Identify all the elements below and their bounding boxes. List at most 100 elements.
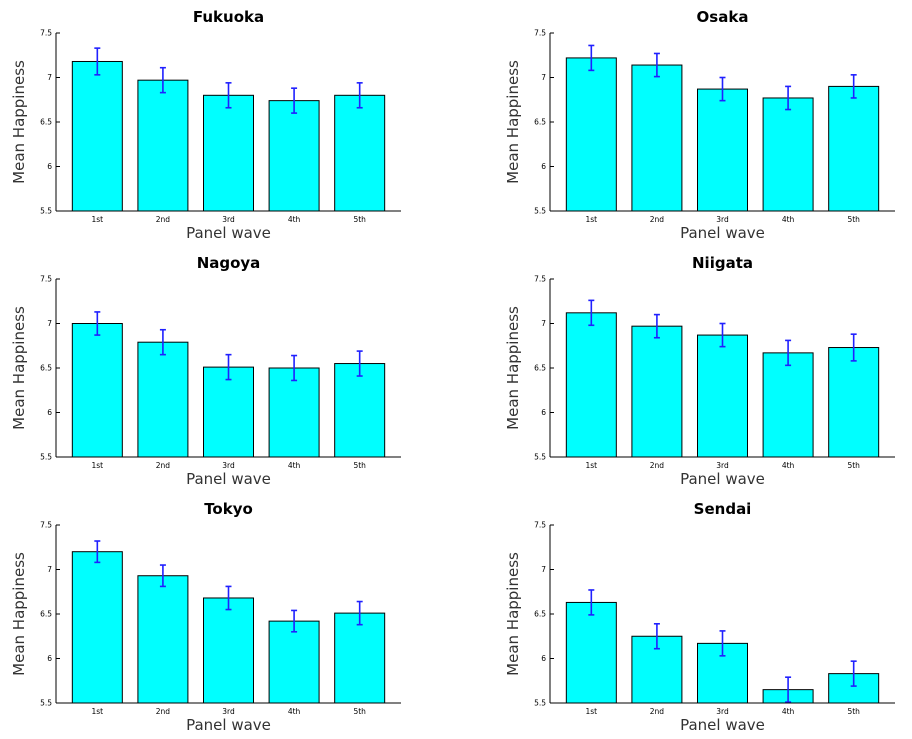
bar (71, 60, 123, 212)
x-tick-label: 5th (353, 707, 366, 716)
y-tick-label: 6.5 (40, 118, 52, 127)
x-tick-label: 1st (92, 461, 104, 470)
x-tick-label: 2nd (156, 707, 171, 716)
x-axis-label: Panel wave (680, 224, 765, 242)
bar (268, 100, 320, 212)
x-tick-label: 3rd (716, 461, 729, 470)
y-tick-label: 7 (541, 319, 546, 328)
y-tick-label: 5.5 (534, 207, 546, 216)
y-tick-label: 7.5 (40, 521, 52, 530)
chart-title: Osaka (697, 8, 749, 26)
y-tick-label: 6.5 (534, 610, 546, 619)
y-tick-label: 6.5 (534, 118, 546, 127)
y-tick-label: 6.5 (40, 364, 52, 373)
x-tick-label: 1st (92, 215, 104, 224)
bar (334, 94, 386, 212)
y-tick-label: 7 (47, 319, 52, 328)
bar (762, 352, 814, 458)
y-tick-label: 6 (47, 408, 52, 417)
y-tick-label: 6 (541, 408, 546, 417)
x-axis-label: Panel wave (186, 224, 271, 242)
chart-svg: Osaka Mean Happiness Panel wave 1st 2nd 3rd 4t… (504, 8, 895, 242)
x-tick-label: 5th (847, 215, 860, 224)
chart-svg: Nagoya Mean Happiness Panel wave 1st 2nd 3rd 4… (10, 254, 401, 488)
x-axis-label: Panel wave (186, 716, 271, 734)
bar (137, 79, 189, 212)
y-tick-label: 5.5 (534, 453, 546, 462)
bar (203, 597, 254, 704)
y-axis-label: Mean Happiness (10, 60, 28, 184)
y-tick-label: 7.5 (40, 29, 52, 38)
bar (697, 334, 748, 458)
x-tick-label: 3rd (716, 707, 729, 716)
chart-panel-tokyo: Tokyo Mean Happiness Panel wave 1st 2nd 3rd 4t… (0, 492, 410, 736)
y-axis-label: Mean Happiness (10, 306, 28, 430)
bar (71, 551, 123, 704)
x-tick-label: 5th (353, 461, 366, 470)
chart-svg: Fukuoka Mean Happiness Panel wave 1st 2nd 3rd… (10, 8, 401, 242)
x-tick-label: 4th (288, 707, 301, 716)
x-tick-label: 1st (92, 707, 104, 716)
bar (565, 312, 617, 458)
x-tick-label: 1st (586, 215, 598, 224)
x-tick-label: 1st (586, 707, 598, 716)
y-tick-label: 6 (47, 162, 52, 171)
y-tick-label: 7 (541, 73, 546, 82)
bar (762, 97, 814, 212)
bar (268, 367, 320, 458)
y-tick-label: 7.5 (534, 29, 546, 38)
y-tick-label: 5.5 (534, 699, 546, 708)
y-tick-label: 5.5 (40, 699, 52, 708)
chart-svg: Tokyo Mean Happiness Panel wave 1st 2nd 3rd 4t… (10, 500, 401, 734)
chart-panel-nagoya: Nagoya Mean Happiness Panel wave 1st 2nd 3rd 4… (0, 246, 410, 490)
bar (334, 612, 386, 704)
x-tick-label: 4th (782, 215, 795, 224)
x-tick-label: 4th (782, 461, 795, 470)
y-tick-label: 5.5 (40, 207, 52, 216)
y-axis-label: Mean Happiness (504, 552, 522, 676)
y-tick-label: 5.5 (40, 453, 52, 462)
x-tick-label: 1st (586, 461, 598, 470)
x-tick-label: 5th (847, 461, 860, 470)
y-tick-label: 6.5 (40, 610, 52, 619)
x-tick-label: 4th (288, 461, 301, 470)
chart-title: Fukuoka (193, 8, 264, 26)
bar (71, 323, 123, 458)
chart-panel-sendai: Sendai Mean Happiness Panel wave 1st 2nd 3rd 4… (494, 492, 904, 736)
bar (334, 363, 386, 458)
x-tick-label: 3rd (222, 707, 235, 716)
bar (828, 85, 880, 212)
x-tick-label: 3rd (222, 461, 235, 470)
chart-svg: Sendai Mean Happiness Panel wave 1st 2nd 3rd 4… (504, 500, 895, 734)
x-tick-label: 5th (847, 707, 860, 716)
y-tick-label: 7 (541, 565, 546, 574)
y-tick-label: 7.5 (534, 521, 546, 530)
chart-panel-niigata: Niigata Mean Happiness Panel wave 1st 2nd 3rd… (494, 246, 904, 490)
bar (697, 88, 748, 212)
y-tick-label: 7.5 (40, 275, 52, 284)
x-tick-label: 4th (782, 707, 795, 716)
bar (828, 347, 880, 458)
y-tick-label: 6.5 (534, 364, 546, 373)
x-tick-label: 2nd (650, 215, 665, 224)
y-tick-label: 7.5 (534, 275, 546, 284)
chart-panel-osaka: Osaka Mean Happiness Panel wave 1st 2nd 3rd 4t… (494, 0, 904, 244)
x-tick-label: 2nd (650, 461, 665, 470)
y-tick-label: 6 (47, 654, 52, 663)
chart-svg: Niigata Mean Happiness Panel wave 1st 2nd 3rd… (504, 254, 895, 488)
y-tick-label: 7 (47, 565, 52, 574)
chart-title: Tokyo (204, 500, 253, 518)
x-tick-label: 2nd (650, 707, 665, 716)
chart-panel-fukuoka: Fukuoka Mean Happiness Panel wave 1st 2nd 3rd… (0, 0, 410, 244)
bar (203, 94, 254, 212)
x-tick-label: 2nd (156, 461, 171, 470)
y-tick-label: 6 (541, 162, 546, 171)
x-axis-label: Panel wave (680, 470, 765, 488)
bar (565, 57, 617, 212)
bar (268, 620, 320, 704)
x-tick-label: 4th (288, 215, 301, 224)
bar (631, 325, 683, 458)
x-axis-label: Panel wave (680, 716, 765, 734)
bar (137, 575, 189, 704)
